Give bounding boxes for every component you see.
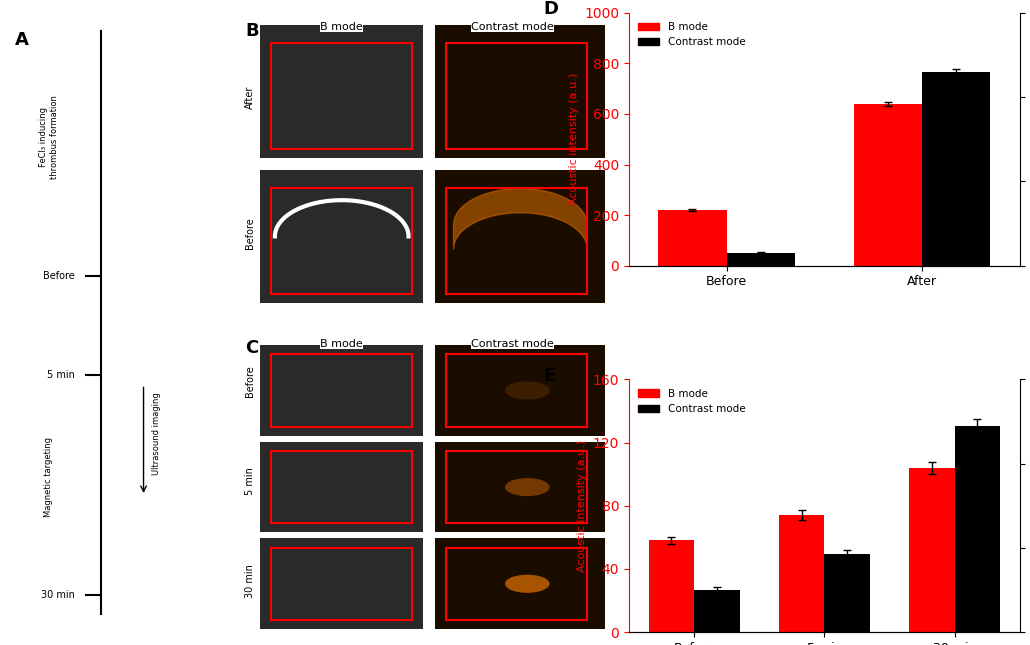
Bar (922, 72, 991, 266)
Bar (271, 548, 412, 620)
Bar (435, 442, 606, 532)
Ellipse shape (505, 478, 550, 496)
Bar (260, 345, 423, 436)
Bar (446, 451, 587, 523)
Text: Before: Before (43, 271, 75, 281)
Bar (271, 451, 412, 523)
Bar (955, 426, 1000, 632)
Text: E: E (543, 367, 555, 384)
Y-axis label: Acoustic intensity (a.u.): Acoustic intensity (a.u.) (577, 440, 587, 572)
Bar (435, 25, 606, 158)
Bar (446, 548, 587, 620)
Text: Contrast mode: Contrast mode (471, 339, 554, 349)
Bar (446, 354, 587, 427)
Ellipse shape (505, 381, 550, 399)
Legend: B mode, Contrast mode: B mode, Contrast mode (634, 384, 749, 418)
Bar (726, 253, 795, 266)
Text: Contrast mode: Contrast mode (471, 22, 554, 32)
Bar (271, 188, 412, 294)
Y-axis label: Acoustic intensity (a.u.): Acoustic intensity (a.u.) (569, 73, 579, 205)
Bar (854, 104, 922, 266)
Bar (446, 43, 587, 149)
Bar (649, 541, 694, 632)
Text: 5 min: 5 min (47, 370, 75, 380)
Bar (435, 539, 606, 629)
Text: B: B (245, 22, 259, 40)
Bar (271, 43, 412, 149)
Text: B mode: B mode (320, 22, 364, 32)
Bar (694, 590, 740, 632)
Text: 5 min: 5 min (245, 467, 255, 495)
Bar (260, 25, 423, 158)
Text: A: A (14, 32, 29, 50)
Legend: B mode, Contrast mode: B mode, Contrast mode (634, 18, 749, 52)
Text: After: After (245, 86, 255, 109)
Text: Before: Before (245, 217, 255, 249)
Ellipse shape (505, 575, 550, 593)
Text: FeCl₃ inducing
thrombus formation: FeCl₃ inducing thrombus formation (39, 95, 59, 179)
Bar (435, 170, 606, 303)
Text: 30 min: 30 min (41, 590, 75, 600)
Bar (779, 515, 824, 632)
Text: Magnetic targeting: Magnetic targeting (44, 437, 54, 517)
Text: Before: Before (245, 366, 255, 397)
Bar (260, 539, 423, 629)
Text: D: D (543, 0, 558, 18)
Bar (909, 468, 955, 632)
Text: Ultrasound imaging: Ultrasound imaging (152, 393, 161, 475)
Bar (446, 188, 587, 294)
Bar (260, 442, 423, 532)
Text: B mode: B mode (320, 339, 364, 349)
Bar (824, 554, 870, 632)
Bar (658, 210, 726, 266)
Text: C: C (245, 339, 259, 357)
Text: 30 min: 30 min (245, 564, 255, 598)
Bar (435, 345, 606, 436)
Bar (260, 170, 423, 303)
Bar (271, 354, 412, 427)
